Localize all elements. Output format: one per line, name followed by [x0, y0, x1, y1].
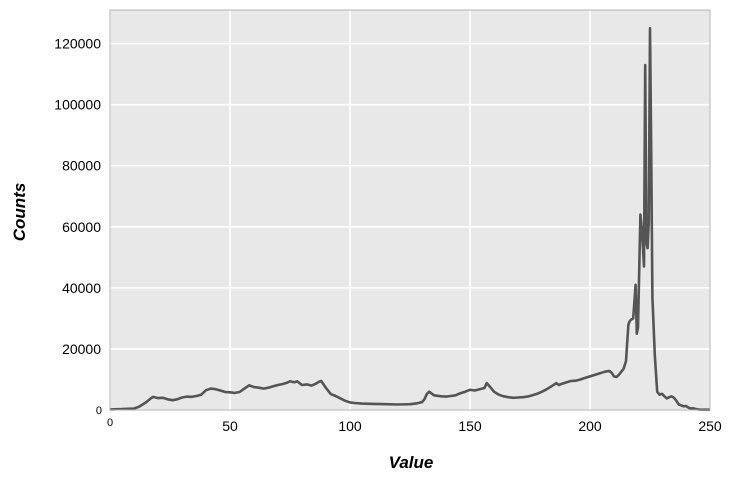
- y-tick-label: 40000: [62, 280, 101, 296]
- x-tick-label: 50: [222, 418, 238, 434]
- plot-background: [110, 10, 710, 410]
- y-tick-label: 0: [96, 405, 102, 417]
- y-tick-label: 120000: [54, 36, 101, 52]
- y-tick-label: 80000: [62, 158, 101, 174]
- x-tick-label: 150: [458, 418, 482, 434]
- x-tick-label: 200: [578, 418, 602, 434]
- y-tick-label: 100000: [54, 97, 101, 113]
- x-tick-label: 100: [338, 418, 362, 434]
- x-tick-labels: 0 50 100 150 200 250: [107, 417, 722, 434]
- x-axis-title: Value: [389, 453, 434, 472]
- plot-frame: [109, 9, 711, 411]
- y-axis-title: Counts: [10, 183, 29, 242]
- x-tick-label: 250: [698, 418, 722, 434]
- x-tick-label: 0: [107, 417, 113, 429]
- y-tick-label: 60000: [62, 219, 101, 235]
- data-line: [109, 26, 710, 412]
- y-tick-label: 20000: [62, 341, 101, 357]
- y-tick-labels: 0 20000 40000 60000 80000 100000 120000: [54, 36, 102, 417]
